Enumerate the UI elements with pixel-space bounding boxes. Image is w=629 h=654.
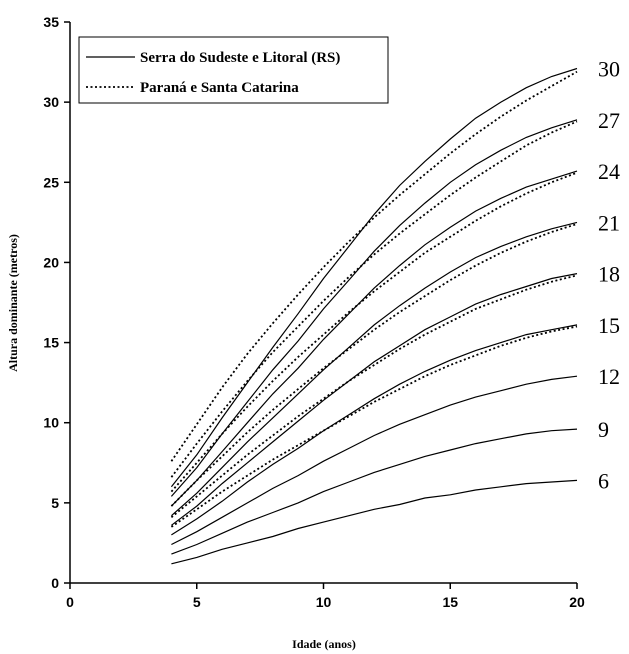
site-index-labels: 30 27 24 21 18 15 12 9 6 (598, 56, 620, 493)
x-tick-label: 15 (442, 594, 458, 610)
x-tick-label: 20 (569, 594, 585, 610)
solid-curve-3 (171, 221, 578, 517)
x-ticks: 0 5 10 15 20 (66, 583, 585, 610)
dotted-curve-10 (170, 120, 578, 478)
solid-curve-2 (170, 170, 578, 507)
curves-layer (170, 67, 578, 565)
solid-curve-1 (170, 119, 578, 497)
site-index-label: 6 (598, 468, 609, 493)
dotted-curve-9 (170, 70, 578, 462)
y-tick-label: 0 (51, 575, 59, 591)
solid-curve-6 (171, 375, 578, 546)
solid-curve-5 (171, 324, 578, 536)
site-index-label: 27 (598, 108, 620, 133)
legend-label-dotted: Paraná e Santa Catarina (140, 80, 299, 96)
y-tick-label: 5 (51, 495, 59, 511)
site-index-label: 30 (598, 56, 620, 81)
dotted-curve-14 (170, 325, 578, 528)
legend-label-solid: Serra do Sudeste e Litoral (RS) (140, 50, 340, 66)
solid-curve-7 (171, 428, 578, 555)
x-axis-title: Idade (anos) (292, 637, 356, 651)
legend-box (78, 36, 389, 104)
y-axis-title: Altura dominante (metros) (6, 234, 20, 372)
x-tick-label: 10 (316, 594, 332, 610)
axes-layer (69, 22, 577, 584)
site-index-label: 9 (598, 417, 609, 442)
y-tick-label: 10 (43, 415, 59, 431)
legend: Serra do Sudeste e Litoral (RS) Paraná e… (78, 36, 389, 104)
y-tick-label: 20 (43, 254, 59, 270)
solid-curve-4 (171, 273, 578, 526)
x-tick-label: 0 (66, 594, 74, 610)
y-tick-label: 25 (43, 174, 59, 190)
y-tick-label: 15 (43, 335, 59, 351)
site-index-label: 15 (598, 313, 620, 338)
site-index-label: 18 (598, 262, 620, 287)
solid-curve-8 (171, 479, 578, 565)
site-index-label: 24 (598, 159, 620, 184)
site-index-label: 21 (598, 210, 620, 235)
x-tick-label: 5 (193, 594, 201, 610)
dotted-curve-13 (170, 274, 578, 518)
y-tick-label: 35 (43, 14, 59, 30)
y-tick-label: 30 (43, 94, 59, 110)
dotted-curve-11 (170, 171, 578, 493)
solid-curve-0 (170, 67, 578, 488)
y-ticks: 0 5 10 15 20 25 30 35 (43, 14, 70, 591)
site-index-label: 12 (598, 364, 620, 389)
